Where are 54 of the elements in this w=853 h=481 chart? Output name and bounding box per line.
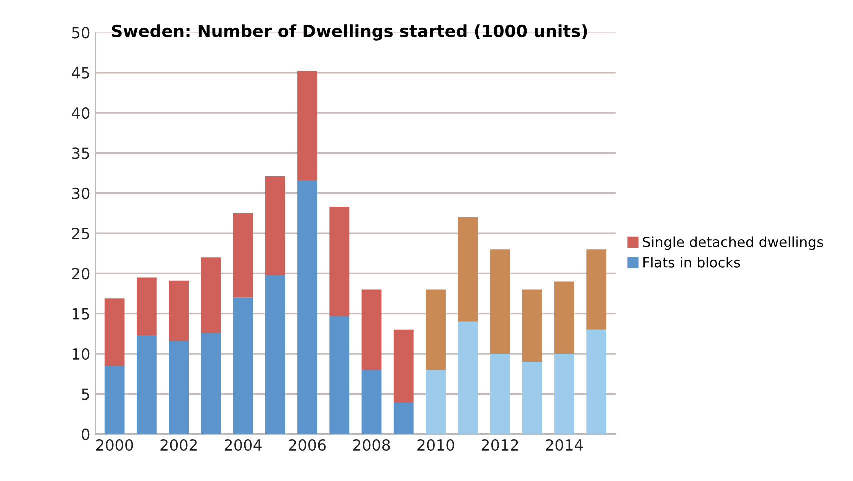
bar [233,298,254,434]
bar [104,298,125,366]
bar [201,333,222,434]
bar [426,290,446,370]
bar [554,282,574,354]
y-tick-label: 40 [72,108,90,120]
x-tick-label: 2008 [353,439,390,452]
y-tick-label: 0 [82,428,90,440]
bar [265,176,286,276]
bar [522,362,542,434]
legend-label: Single detached dwellings [643,236,824,250]
bar [458,322,478,434]
x-tick-label: 2004 [224,439,262,452]
bar [233,213,254,298]
y-tick-label: 15 [72,308,90,320]
x-tick-label: 2002 [160,439,197,452]
x-tick-label: 2012 [482,439,518,452]
bar [490,354,510,434]
bar [458,217,478,322]
bar [586,250,607,330]
bar [554,354,574,434]
bar [136,336,157,434]
bar [265,275,286,434]
bar [394,330,414,404]
y-tick-label: 5 [82,388,90,400]
y-tick-label: 10 [72,348,90,360]
bar [586,330,607,434]
bar [362,290,382,370]
bar [201,258,222,334]
y-tick-label: 20 [72,268,90,280]
x-tick-label: 2014 [546,439,584,452]
y-tick-label: 25 [72,228,90,240]
bar [136,278,157,336]
bar [330,316,350,434]
y-tick-label: 30 [72,188,90,200]
bar [104,366,125,434]
x-tick-label: 2000 [96,439,134,452]
y-tick-label: 45 [72,68,90,79]
chart-title: Sweden: Number of Dwellings started (1000 units) [112,24,588,41]
bar [298,180,318,434]
y-tick-label: 35 [72,148,90,160]
x-tick-label: 2006 [289,439,326,452]
bar [169,341,190,434]
bar [490,250,510,354]
bar [330,207,350,316]
bar [394,403,414,434]
x-tick-label: 2010 [418,439,454,452]
bar [426,370,446,434]
bar [362,370,382,434]
legend-label: Flats in blocks [644,257,740,268]
bar [298,71,318,181]
bar [169,280,190,342]
y-tick-label: 50 [72,27,90,39]
bar [522,290,542,362]
